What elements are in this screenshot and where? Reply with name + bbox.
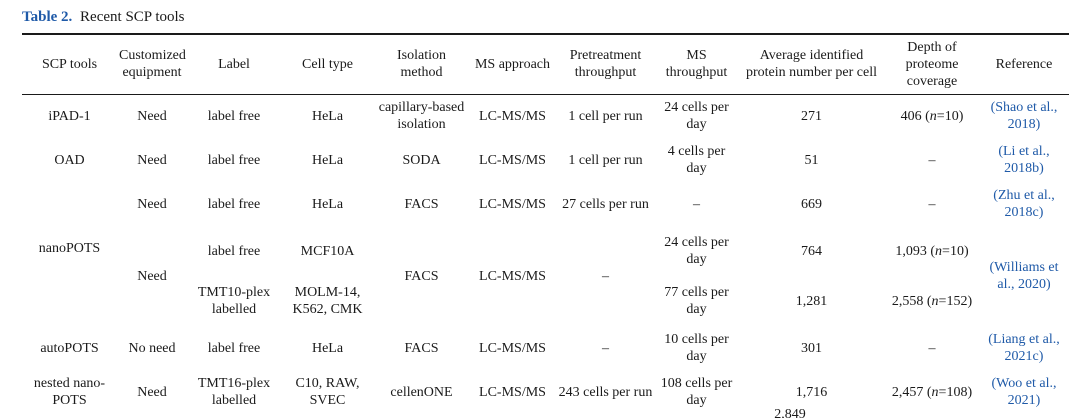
pretreatment-cell: 1 cell per run [568,152,643,168]
label-cell: TMT16-plex labelled [197,376,271,408]
table-row: TMT10-plex labelled MOLM-14, K562, CMK 7… [22,277,1069,326]
pretreatment-cell: – [602,268,609,284]
table-row: Need label free HeLa FACS LC-MS/MS 27 ce… [22,182,1069,226]
equipment-cell: Need [137,196,167,212]
protein-number-cell: 1,716 [795,384,828,400]
depth-cell: – [928,196,936,212]
scp-tools-table: SCP tools Customized equipment Label Cel… [22,34,1069,414]
header-cell: Pretreatment throughput [569,48,642,80]
table-row: nested nano-POTS Need TMT16-plex labelle… [22,370,1069,414]
label-cell: TMT10-plex labelled [197,285,271,318]
equipment-cell: No need [128,340,176,356]
header-cell: Reference [995,56,1053,72]
header-cell: Isolation method [397,48,446,80]
tool-cell [22,182,117,226]
table-header-row: SCP tools Customized equipment Label Cel… [22,34,1069,94]
equipment-cell: Need [137,384,167,400]
protein-number-cell: 1,281 [795,293,828,309]
partial-next-row-value: 2,849 [774,408,806,418]
label-cell: label free [207,152,261,168]
ms-approach-cell: LC-MS/MS [479,268,546,284]
header-cell: SCP tools [41,56,98,72]
cell-type-cell: C10, RAW, SVEC [295,376,360,408]
depth-cell: – [928,152,936,168]
depth-cell: 2,558 (n=152) [891,293,973,309]
tool-cell: iPAD-1 [48,108,91,124]
table-row: nanoPOTS Need label free MCF10A FACS LC-… [22,226,1069,292]
tool-cell: autoPOTS [40,340,99,356]
ms-throughput-cell: 24 cells per day [664,100,729,132]
tool-cell: nested nano-POTS [33,376,106,408]
label-cell: label free [207,243,261,259]
cell-type-cell: HeLa [311,108,344,124]
ms-approach-cell: LC-MS/MS [479,384,546,400]
pretreatment-cell: 27 cells per run [562,196,649,212]
protein-number-cell: 51 [804,152,819,168]
ms-approach-cell: LC-MS/MS [479,340,546,356]
reference-link[interactable]: (Shao et al., 2018) [990,100,1058,132]
protein-number-cell: 271 [801,108,822,124]
table-caption-title: Recent SCP tools [80,9,185,25]
cell-type-cell: HeLa [311,340,344,356]
reference-link[interactable]: (Williams et al., 2020) [989,260,1059,292]
reference-link[interactable]: (Woo et al., 2021) [991,376,1057,408]
header-cell: Label [218,56,250,72]
tool-cell: OAD [54,152,85,168]
table-caption-label: Table 2. [22,9,73,25]
cell-type-cell: HeLa [311,196,344,212]
isolation-cell: FACS [404,196,439,212]
reference-link[interactable]: (Zhu et al., 2018c) [993,188,1055,220]
table-header-rule [22,94,1069,95]
ms-throughput-cell: 77 cells per day [664,285,729,318]
ms-approach-cell: LC-MS/MS [479,152,546,168]
equipment-cell: Need [137,108,167,124]
label-cell: label free [207,108,261,124]
ms-throughput-cell: 108 cells per day [660,376,733,408]
ms-throughput-cell: 4 cells per day [667,144,726,176]
header-cell: Average identified protein number per ce… [745,48,877,80]
ms-approach-cell: LC-MS/MS [479,196,546,212]
reference-link[interactable]: (Li et al., 2018b) [998,144,1050,176]
ms-throughput-cell: 10 cells per day [664,332,729,364]
reference-link[interactable]: (Liang et al., 2021c) [988,332,1060,364]
table-row: iPAD-1 Need label free HeLa capillary-ba… [22,94,1069,138]
protein-number-cell: 669 [801,196,822,212]
equipment-cell: Need [137,152,167,168]
header-cell: Depth of proteome coverage [905,39,959,89]
cell-type-cell: HeLa [311,152,344,168]
table-row: OAD Need label free HeLa SODA LC-MS/MS 1… [22,138,1069,182]
header-cell: MS throughput [665,48,728,80]
isolation-cell: FACS [404,268,439,284]
cell-type-cell: MCF10A [300,243,355,259]
isolation-cell: capillary-based isolation [378,100,465,132]
depth-cell: 1,093 (n=10) [895,243,969,259]
cell-type-cell: MOLM-14, K562, CMK [292,285,363,318]
protein-number-cell: 301 [801,340,822,356]
tool-cell: nanoPOTS [22,226,117,326]
label-cell: label free [207,340,261,356]
table-top-rule [22,33,1069,35]
isolation-cell: SODA [402,152,441,168]
depth-cell: 406 (n=10) [900,108,964,124]
tool-name: nanoPOTS [38,241,101,256]
header-cell: MS approach [474,56,551,72]
ms-throughput-cell: 24 cells per day [664,235,729,268]
ms-throughput-cell: – [693,196,700,212]
isolation-cell: cellenONE [390,384,453,400]
pretreatment-cell: – [602,340,609,356]
ms-approach-cell: LC-MS/MS [479,108,546,124]
pretreatment-cell: 1 cell per run [568,108,643,124]
depth-cell: 2,457 (n=108) [891,384,973,400]
protein-number-cell: 764 [801,243,822,259]
pretreatment-cell: 243 cells per run [558,384,653,400]
table-caption: Table 2. Recent SCP tools [22,9,185,26]
header-cell: Cell type [302,56,353,72]
table-row: autoPOTS No need label free HeLa FACS LC… [22,326,1069,370]
label-cell: label free [207,196,261,212]
equipment-cell: Need [137,268,167,284]
depth-cell: – [928,340,936,356]
header-cell: Customized equipment [119,48,186,80]
isolation-cell: FACS [404,340,439,356]
